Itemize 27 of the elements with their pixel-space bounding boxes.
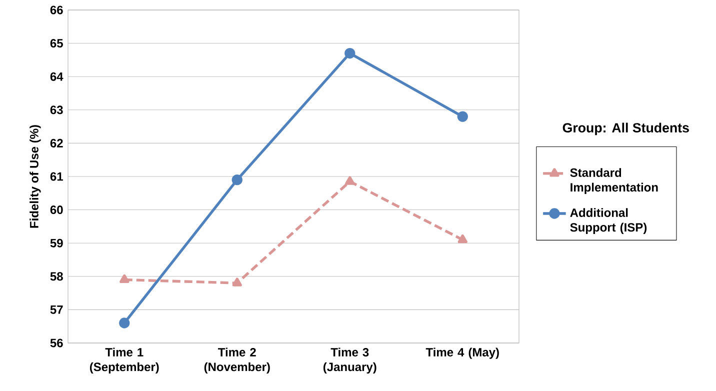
y-tick-label: 66 xyxy=(50,6,63,14)
y-tick-label: 58 xyxy=(50,272,63,281)
point xyxy=(119,318,130,328)
point xyxy=(232,278,242,286)
y-tick-label: 59 xyxy=(50,238,63,248)
point xyxy=(457,111,468,122)
y-tick-label: 57 xyxy=(50,305,63,314)
y-tick-label: 63 xyxy=(50,106,63,114)
point xyxy=(344,48,356,59)
y-tick-label: 65 xyxy=(50,39,63,48)
legend-label: Standard Implementation xyxy=(570,168,658,194)
point xyxy=(232,174,242,186)
x-tick-label: Time 4 (May) xyxy=(426,348,499,359)
y-tick-label: 61 xyxy=(50,172,63,181)
x-tick-label: Time 1 (September) xyxy=(90,348,159,374)
y-axis-title: Fidelity of Use (%) xyxy=(30,125,41,228)
point xyxy=(120,274,130,284)
legend-title: Group: All Students xyxy=(562,122,689,136)
y-tick-label: 60 xyxy=(50,206,63,214)
y-tick-label: 56 xyxy=(50,338,63,348)
legend-label: Additional Support (ISP) xyxy=(570,208,647,234)
y-tick-label: 64 xyxy=(50,72,64,81)
point xyxy=(458,234,468,244)
y-tick-label: 62 xyxy=(50,138,63,148)
point xyxy=(345,176,355,185)
x-tick-label: Time 2 (November) xyxy=(204,348,270,374)
x-tick-label: Time 3 (January) xyxy=(323,348,376,374)
